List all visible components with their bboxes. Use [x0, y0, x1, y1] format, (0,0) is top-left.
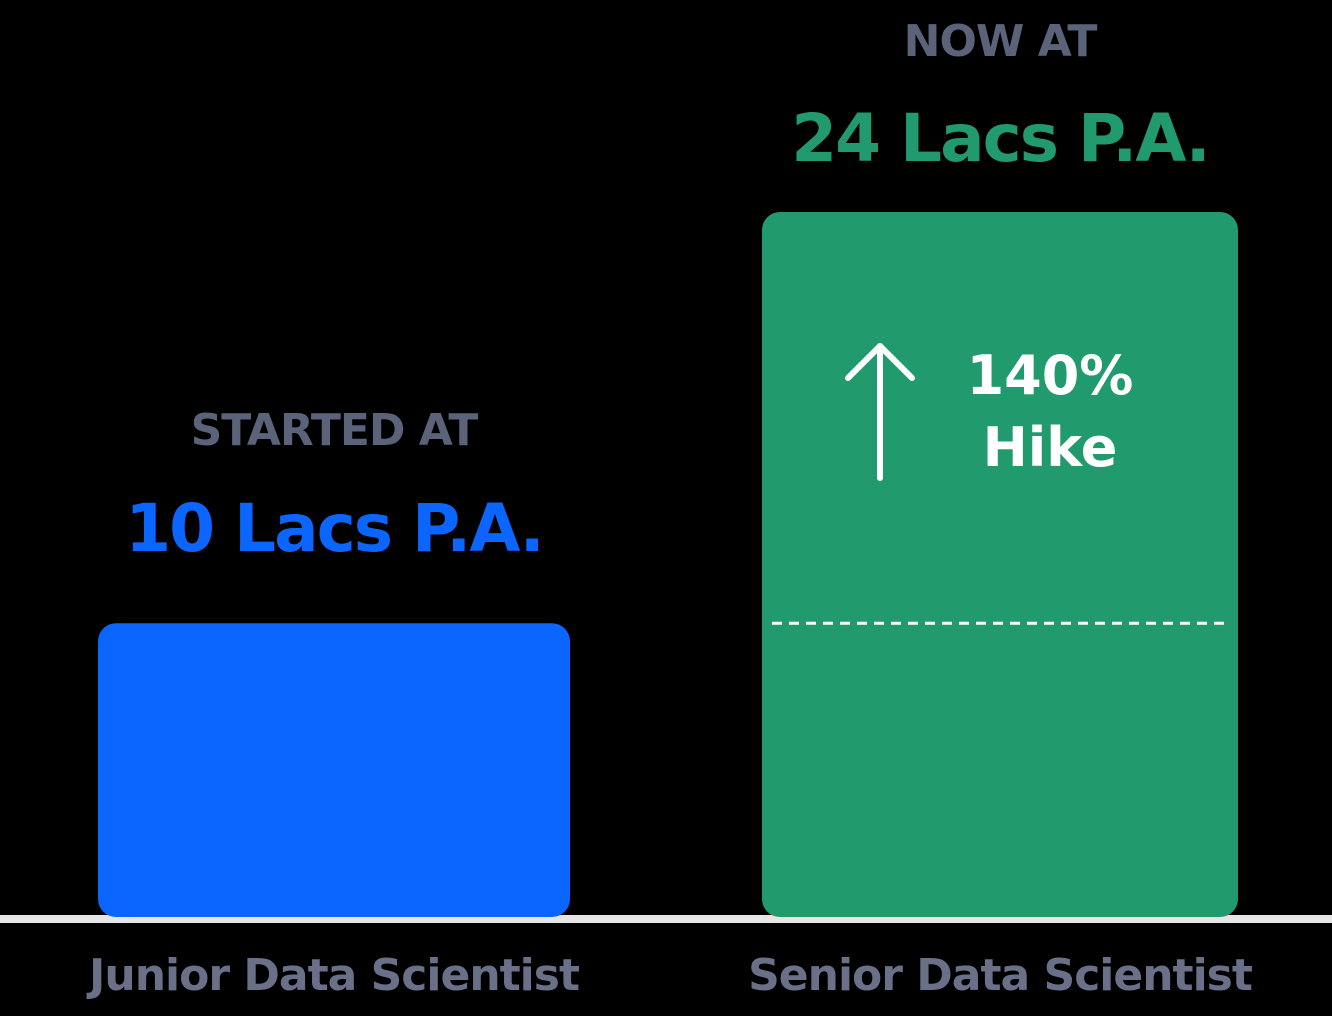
value-label-junior: 10 Lacs P.A. — [125, 490, 545, 567]
bar-senior — [762, 212, 1238, 917]
up-arrow-icon — [845, 343, 915, 481]
value-label-senior: 24 Lacs P.A. — [791, 100, 1211, 177]
hike-word: Hike — [982, 416, 1118, 479]
hike-annotation: 140% Hike — [940, 340, 1160, 484]
caption-started-at: STARTED AT — [190, 405, 479, 456]
bar-junior — [98, 623, 570, 917]
caption-now-at: NOW AT — [903, 16, 1098, 67]
x-label-senior: Senior Data Scientist — [748, 950, 1253, 1001]
x-label-junior: Junior Data Scientist — [89, 950, 580, 1001]
hike-percent: 140% — [966, 344, 1134, 407]
